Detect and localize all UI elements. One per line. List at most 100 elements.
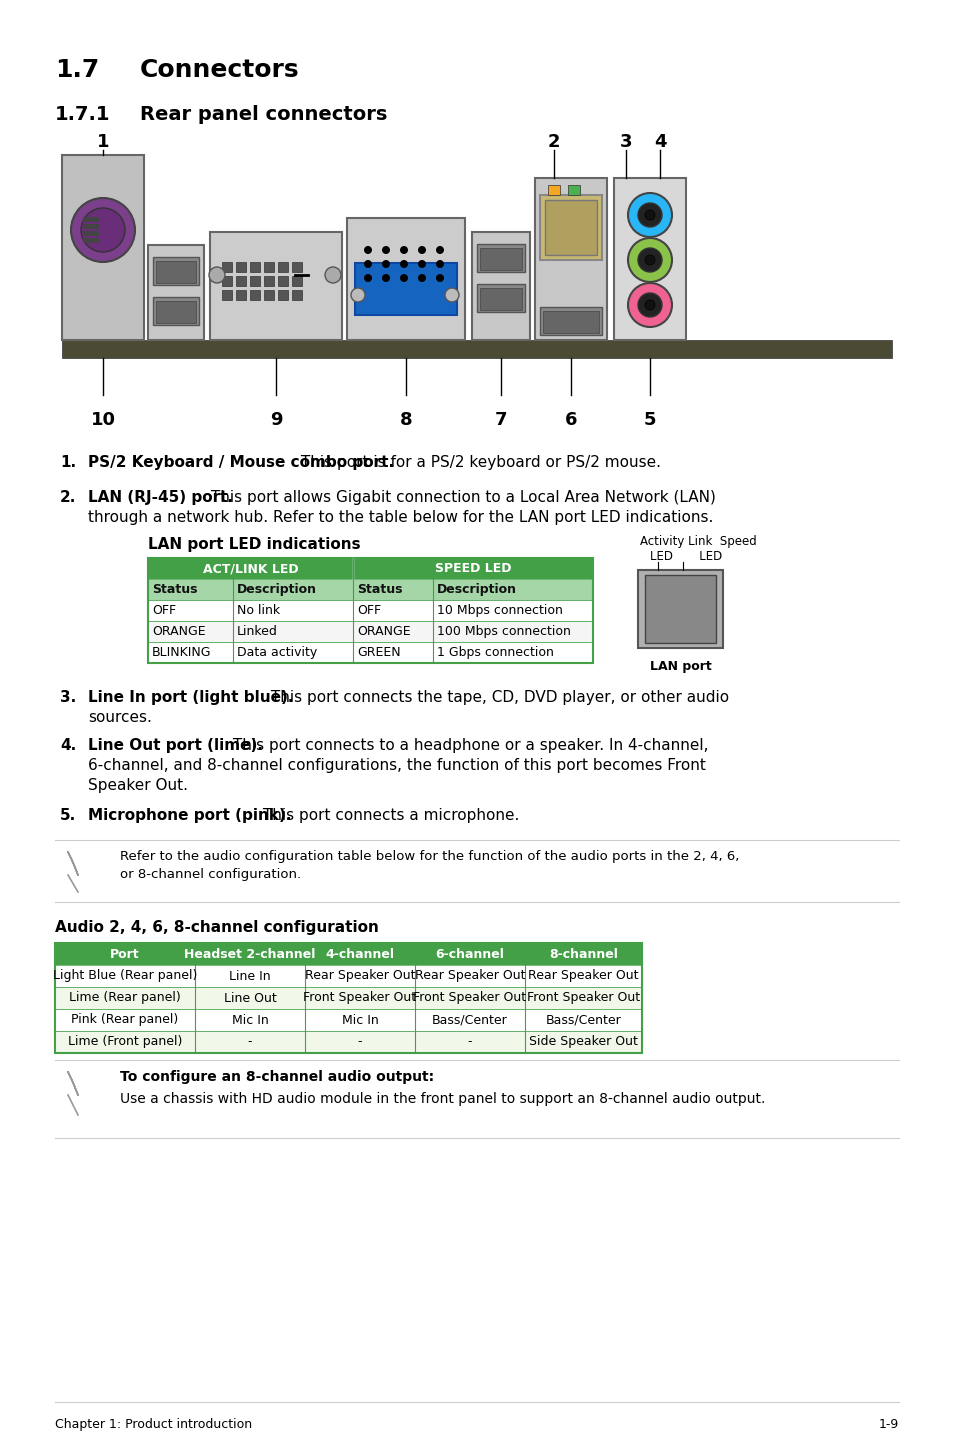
Text: Line In: Line In <box>229 969 271 982</box>
Circle shape <box>417 275 426 282</box>
Text: ORANGE: ORANGE <box>356 626 410 638</box>
Text: 1 Gbps connection: 1 Gbps connection <box>436 646 554 659</box>
Bar <box>644 575 716 643</box>
Bar <box>638 569 722 649</box>
Circle shape <box>325 267 340 283</box>
Text: Description: Description <box>436 582 517 595</box>
Bar <box>544 200 597 255</box>
Text: BLINKING: BLINKING <box>152 646 212 659</box>
Text: Side Speaker Out: Side Speaker Out <box>529 1035 638 1048</box>
Text: Line Out: Line Out <box>223 991 276 1005</box>
Bar <box>264 262 274 272</box>
Bar <box>476 244 524 272</box>
Text: This port connects to a headphone or a speaker. In 4-channel,: This port connects to a headphone or a s… <box>228 738 708 754</box>
Text: 1.7.1: 1.7.1 <box>55 105 111 124</box>
Text: LED       LED: LED LED <box>649 549 721 564</box>
Bar <box>539 196 601 260</box>
Text: PS/2 Keyboard / Mouse combo port.: PS/2 Keyboard / Mouse combo port. <box>88 454 394 470</box>
Text: -: - <box>467 1035 472 1048</box>
Text: sources.: sources. <box>88 710 152 725</box>
Text: Chapter 1: Product introduction: Chapter 1: Product introduction <box>55 1418 252 1431</box>
Text: 4: 4 <box>653 132 665 151</box>
Text: 1.7: 1.7 <box>55 58 99 82</box>
Bar <box>152 298 199 325</box>
Circle shape <box>417 260 426 267</box>
Text: 6: 6 <box>564 411 577 429</box>
Circle shape <box>644 301 655 311</box>
Text: 10: 10 <box>91 411 115 429</box>
Bar <box>222 276 232 286</box>
Bar <box>55 986 641 1009</box>
Text: 100 Mbps connection: 100 Mbps connection <box>436 626 570 638</box>
Bar <box>250 262 260 272</box>
Text: -: - <box>357 1035 362 1048</box>
Circle shape <box>627 193 671 237</box>
Text: 7: 7 <box>495 411 507 429</box>
Bar <box>535 178 606 339</box>
Text: 3: 3 <box>619 132 632 151</box>
Circle shape <box>638 203 661 227</box>
Text: SPEED LED: SPEED LED <box>435 562 511 575</box>
Bar <box>567 186 579 196</box>
Text: Line Out port (lime).: Line Out port (lime). <box>88 738 263 754</box>
Circle shape <box>436 260 443 267</box>
Text: Lime (Front panel): Lime (Front panel) <box>68 1035 182 1048</box>
Text: 2.: 2. <box>60 490 76 505</box>
Text: Rear Speaker Out: Rear Speaker Out <box>304 969 415 982</box>
Text: Front Speaker Out: Front Speaker Out <box>526 991 639 1005</box>
Circle shape <box>399 246 408 255</box>
Text: 9: 9 <box>270 411 282 429</box>
Bar <box>235 276 246 286</box>
Circle shape <box>638 293 661 316</box>
Text: No link: No link <box>236 604 280 617</box>
Bar <box>264 276 274 286</box>
Bar <box>222 262 232 272</box>
Bar <box>156 301 195 324</box>
Text: Rear Speaker Out: Rear Speaker Out <box>528 969 639 982</box>
Circle shape <box>381 275 390 282</box>
Bar <box>355 263 456 315</box>
Bar <box>55 943 641 1053</box>
Bar <box>148 580 593 600</box>
Circle shape <box>627 283 671 326</box>
Circle shape <box>364 246 372 255</box>
Bar <box>479 288 521 311</box>
Bar <box>292 276 302 286</box>
Text: Mic In: Mic In <box>232 1014 268 1027</box>
Circle shape <box>436 246 443 255</box>
Text: 1.: 1. <box>60 454 76 470</box>
Circle shape <box>638 247 661 272</box>
Text: OFF: OFF <box>152 604 176 617</box>
Bar <box>476 283 524 312</box>
Circle shape <box>381 246 390 255</box>
Bar <box>277 276 288 286</box>
Circle shape <box>417 246 426 255</box>
Bar <box>148 558 593 663</box>
Text: Light Blue (Rear panel): Light Blue (Rear panel) <box>52 969 197 982</box>
Text: 10 Mbps connection: 10 Mbps connection <box>436 604 562 617</box>
Text: Use a chassis with HD audio module in the front panel to support an 8-channel au: Use a chassis with HD audio module in th… <box>120 1091 764 1106</box>
Bar <box>292 262 302 272</box>
Bar <box>148 558 593 580</box>
Bar <box>235 262 246 272</box>
Text: ORANGE: ORANGE <box>152 626 206 638</box>
Circle shape <box>444 288 458 302</box>
Bar <box>62 339 891 358</box>
Text: Lime (Rear panel): Lime (Rear panel) <box>69 991 181 1005</box>
Text: Front Speaker Out: Front Speaker Out <box>303 991 416 1005</box>
Text: Audio 2, 4, 6, 8-channel configuration: Audio 2, 4, 6, 8-channel configuration <box>55 920 378 935</box>
Bar <box>264 290 274 301</box>
Bar <box>547 186 559 196</box>
Bar <box>55 1009 641 1031</box>
Bar <box>479 247 521 270</box>
Bar <box>55 965 641 986</box>
Bar <box>83 232 99 236</box>
Text: Connectors: Connectors <box>140 58 299 82</box>
Circle shape <box>364 260 372 267</box>
Text: Port: Port <box>111 948 140 961</box>
Text: 4-channel: 4-channel <box>325 948 395 961</box>
Circle shape <box>644 210 655 220</box>
Text: Rear Speaker Out: Rear Speaker Out <box>415 969 525 982</box>
Text: Linked: Linked <box>236 626 277 638</box>
Bar <box>277 262 288 272</box>
